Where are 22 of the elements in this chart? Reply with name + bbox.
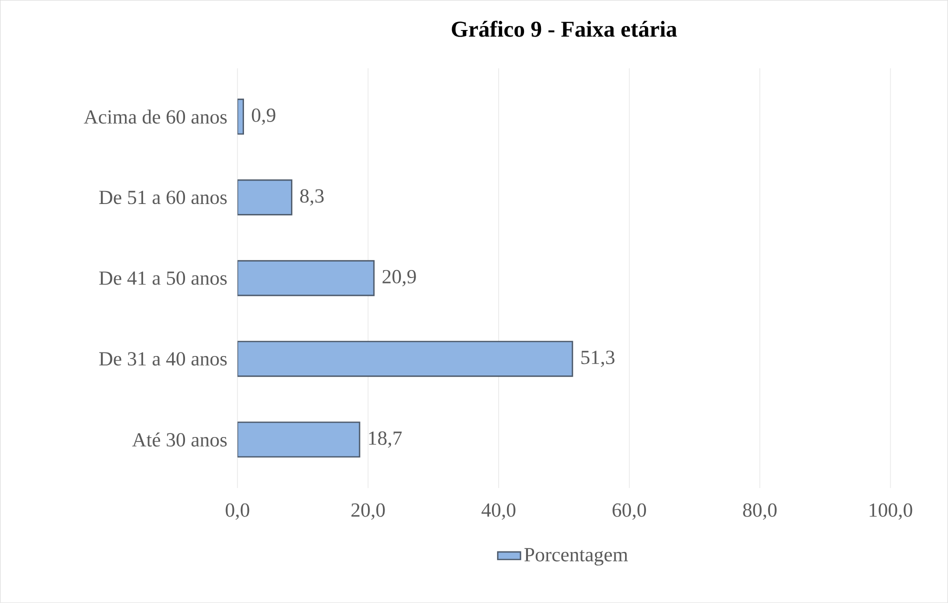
y-tick-label: Acima de 60 anos [84,110,227,124]
data-label: 20,9 [382,270,416,286]
bar [237,179,292,216]
legend-label: Porcentagem [524,548,628,566]
data-label: 18,7 [369,431,402,448]
data-label: 8,3 [300,189,324,206]
x-tick-label: 60,0 [612,503,646,520]
x-tick-label: 100,0 [870,503,912,520]
x-tick-label: 40,0 [482,503,516,520]
y-tick-label: Até 30 anos [132,432,227,447]
x-tick-label: 0,0 [226,503,250,520]
bar [237,260,375,296]
y-tick-label: De 41 a 50 anos [99,271,227,285]
x-tick-label: 80,0 [743,503,777,520]
data-label: 51,3 [581,350,614,368]
chart-title: Gráfico 9 - Faixa etária [452,20,677,37]
bar [237,422,360,458]
data-label: 0,9 [252,108,276,125]
y-tick-label: De 51 a 60 anos [99,190,227,204]
bar [237,340,574,377]
y-tick-label: De 31 a 40 anos [99,352,227,366]
x-tick-label: 20,0 [351,503,385,520]
